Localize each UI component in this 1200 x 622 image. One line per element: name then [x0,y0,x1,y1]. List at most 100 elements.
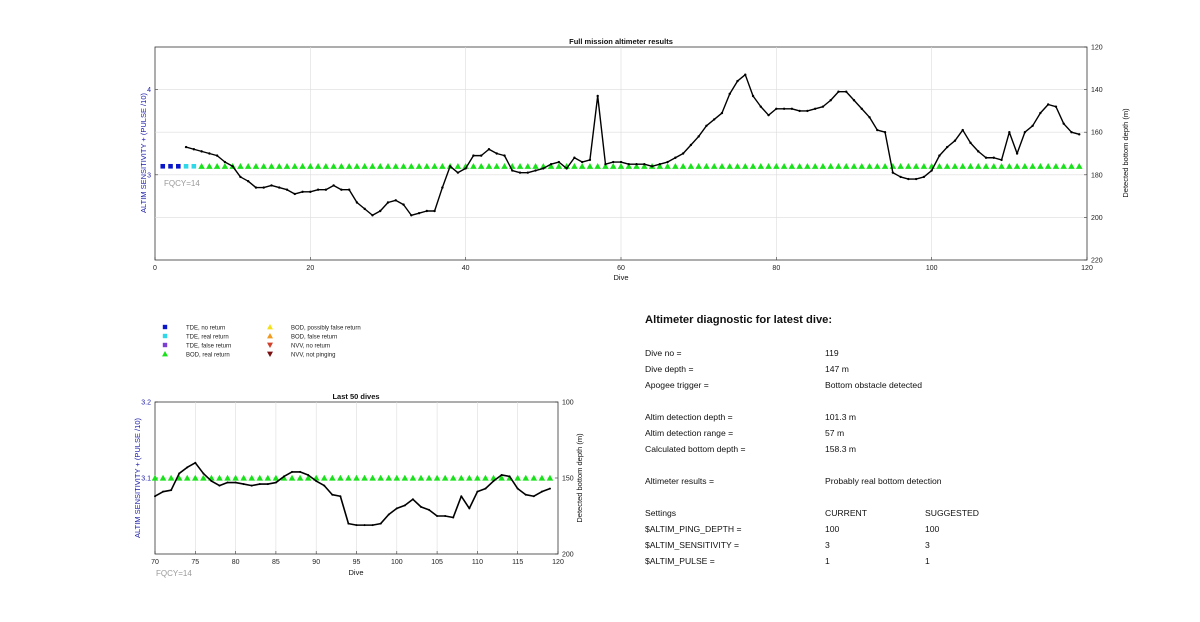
sensitivity-triangle-marker [330,162,337,169]
sensitivity-triangle-marker [788,162,796,169]
sensitivity-triangle-marker [538,474,546,481]
x-axis-label: Dive [348,568,363,577]
legend-triangle-down-icon [267,342,273,348]
axis-ticks: 70 75 80 85 90 95 100 105 110 115 120 3.1 3.2 100 150 2… [141,400,574,567]
sensitivity-triangle-marker [240,474,247,481]
depth-point [293,192,296,196]
x-tick-label: 120 [552,559,564,566]
sensitivity-triangle-marker [151,474,159,481]
depth-point [868,116,871,119]
depth-point [813,107,817,110]
legend-triangle-up-icon [267,324,273,330]
depth-point [448,165,452,168]
sensitivity-triangle-marker [268,162,275,169]
sensitivity-triangle-marker [532,162,539,169]
sensitivity-square-marker [183,163,189,169]
depth-point [208,152,211,155]
depth-point [658,162,662,166]
sensitivity-triangle-marker [1006,162,1013,169]
depth-point [282,475,285,478]
sensitivity-triangle-marker [998,162,1005,169]
depth-point [705,124,708,128]
depth-point [347,188,351,191]
depth-point [315,480,318,483]
depth-point [883,131,887,134]
sensitivity-triangle-marker [167,474,175,481]
sensitivity-triangle-marker [345,162,353,169]
sensitivity-triangle-marker [664,162,671,169]
depth-point [456,171,460,174]
depth-point [790,107,794,110]
depth-point [573,156,576,159]
sensitivity-triangle-marker [672,162,679,169]
depth-series [184,73,1081,217]
depth-point [534,169,537,172]
x-tick-label: 100 [926,265,938,272]
depth-point [162,490,165,493]
y-left-axis-label: ALTIM SENSITIVITY + (PULSE /10) [133,418,142,538]
sensitivity-triangle-marker [275,162,283,169]
sensitivity-triangle-marker [291,162,299,169]
depth-point [580,160,584,164]
depth-point [484,487,487,490]
depth-point [247,179,250,183]
sensitivity-triangle-marker [641,162,648,169]
x-tick-label: 115 [512,559,523,566]
depth-point [309,190,312,194]
sensitivity-triangle-marker [609,162,617,169]
sensitivity-triangle-marker [967,162,974,169]
depth-point [524,493,527,496]
depth-point [736,79,739,83]
sensitivity-triangle-marker [192,474,199,481]
sensitivity-triangle-marker [547,162,555,169]
x-tick-label: 75 [191,559,199,566]
x-tick-label: 120 [1081,265,1093,272]
y-right-tick-label: 140 [1091,87,1103,94]
sensitivity-triangle-marker [376,162,384,169]
depth-point [262,186,265,189]
x-tick-label: 80 [232,559,240,566]
depth-point [782,107,786,110]
sensitivity-triangle-marker [307,162,314,169]
sensitivity-triangle-marker [206,162,213,169]
depth-point [612,160,615,164]
sensitivity-triangle-marker [409,474,417,481]
depth-point [425,209,429,213]
depth-point [363,207,366,211]
depth-point [500,473,503,476]
legend-label: NVV, not pinging [291,352,335,358]
sensitivity-square-marker [168,163,173,169]
depth-point [339,495,342,498]
sensitivity-triangle-marker [470,162,477,169]
depth-point [619,160,623,164]
sensitivity-triangle-marker [842,162,850,169]
sensitivity-triangle-marker [749,162,757,169]
sensitivity-triangle-marker [602,162,609,169]
depth-point [239,175,242,179]
sensitivity-triangle-marker [625,162,633,169]
y-right-tick-label: 220 [1091,258,1103,265]
sensitivity-triangle-marker [780,162,788,169]
x-tick-label: 60 [617,265,625,272]
depth-point [1078,133,1081,136]
sensitivity-triangle-marker [393,474,401,481]
sensitivity-triangle-marker [392,162,400,169]
depth-point [557,160,561,164]
sensitivity-triangle-marker [1037,162,1044,169]
depth-point [596,94,599,98]
depth-point [516,487,519,490]
depth-point [186,466,189,469]
y-left-tick-label: 4 [147,87,151,94]
depth-point [460,495,463,498]
last-50-dives-chart: 70 75 80 85 90 95 100 105 110 115 120 3.1 3.2 100 150 2… [133,392,584,578]
sensitivity-triangle-marker [594,162,601,169]
sensitivity-triangle-marker [369,162,376,169]
depth-point [278,186,281,189]
legend-label: TDE, false return [186,343,231,349]
depth-point [266,483,269,486]
sensitivity-triangle-marker [522,474,530,481]
depth-point [938,154,941,157]
sensitivity-triangle-marker [1075,162,1083,169]
depth-point [1070,131,1073,134]
axis-ticks: 0 20 40 60 80 100 120 3 4 120 140 160 180 200 220 [147,45,1103,273]
